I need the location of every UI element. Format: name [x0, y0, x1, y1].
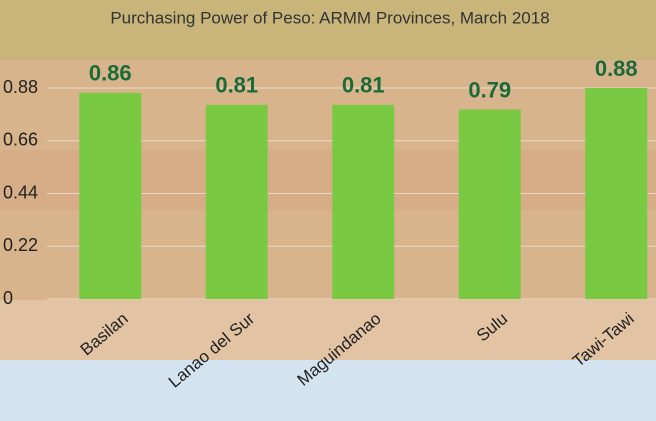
bar — [79, 93, 141, 299]
bar — [585, 88, 647, 299]
value-label: 0.81 — [342, 73, 385, 98]
y-tick-label: 0.44 — [3, 182, 38, 202]
chart-title: Purchasing Power of Peso: ARMM Provinces… — [110, 8, 549, 27]
y-tick-label: 0 — [3, 288, 13, 308]
bar — [332, 105, 394, 299]
y-tick-label: 0.66 — [3, 130, 38, 150]
bar — [459, 110, 521, 299]
value-label: 0.81 — [215, 73, 258, 98]
value-label: 0.79 — [468, 77, 511, 102]
y-tick-label: 0.88 — [3, 77, 38, 97]
y-tick-label: 0.22 — [3, 235, 38, 255]
value-label: 0.86 — [89, 61, 132, 86]
bar — [206, 105, 268, 299]
chart: Purchasing Power of Peso: ARMM Provinces… — [0, 0, 656, 421]
value-label: 0.88 — [595, 56, 638, 81]
page: Purchasing Power of Peso: ARMM Provinces… — [0, 0, 656, 421]
